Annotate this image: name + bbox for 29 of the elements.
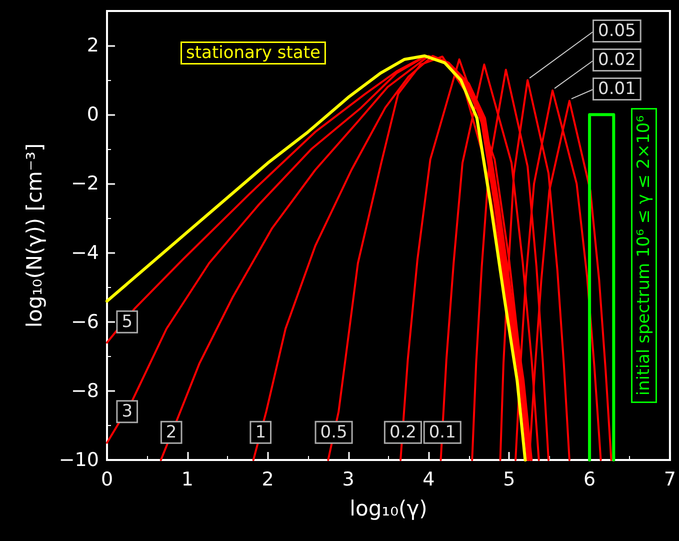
annotation: 5 [122, 312, 133, 332]
annotation: 0.05 [598, 21, 636, 41]
y-axis-title: log₁₀(N(γ)) [cm⁻³] [22, 143, 46, 328]
x-tick-label: 4 [422, 468, 435, 490]
y-tick-label: 2 [86, 34, 99, 57]
y-tick-label: −4 [70, 242, 99, 264]
y-tick-label: −6 [70, 310, 99, 333]
annotation: 1 [255, 422, 266, 442]
text: stationary state [186, 43, 320, 63]
annotation: 0.2 [389, 422, 416, 442]
y-tick-label: 0 [86, 104, 99, 126]
annotation: 2 [166, 422, 177, 442]
annotation: 3 [122, 402, 133, 422]
x-axis-title: log₁₀(γ) [350, 496, 428, 520]
x-tick-label: 7 [664, 468, 676, 490]
annotation: 0.5 [320, 422, 348, 442]
y-tick-label: −2 [70, 172, 99, 195]
text: initial spectrum 10⁶ ≤ γ ≤ 2×10⁶ [634, 115, 654, 396]
x-tick-label: 3 [342, 468, 354, 490]
y-tick-label: −10 [58, 449, 99, 471]
annotation: 0.02 [598, 50, 636, 70]
x-tick-label: 1 [181, 468, 194, 490]
x-tick-label: 2 [262, 468, 274, 490]
annotation: 0.1 [428, 422, 456, 442]
y-tick-label: −8 [70, 380, 99, 402]
annotation: 0.01 [598, 79, 636, 99]
x-tick-label: 6 [583, 468, 596, 490]
x-tick-label: 5 [503, 468, 516, 490]
x-tick-label: 0 [100, 468, 114, 490]
